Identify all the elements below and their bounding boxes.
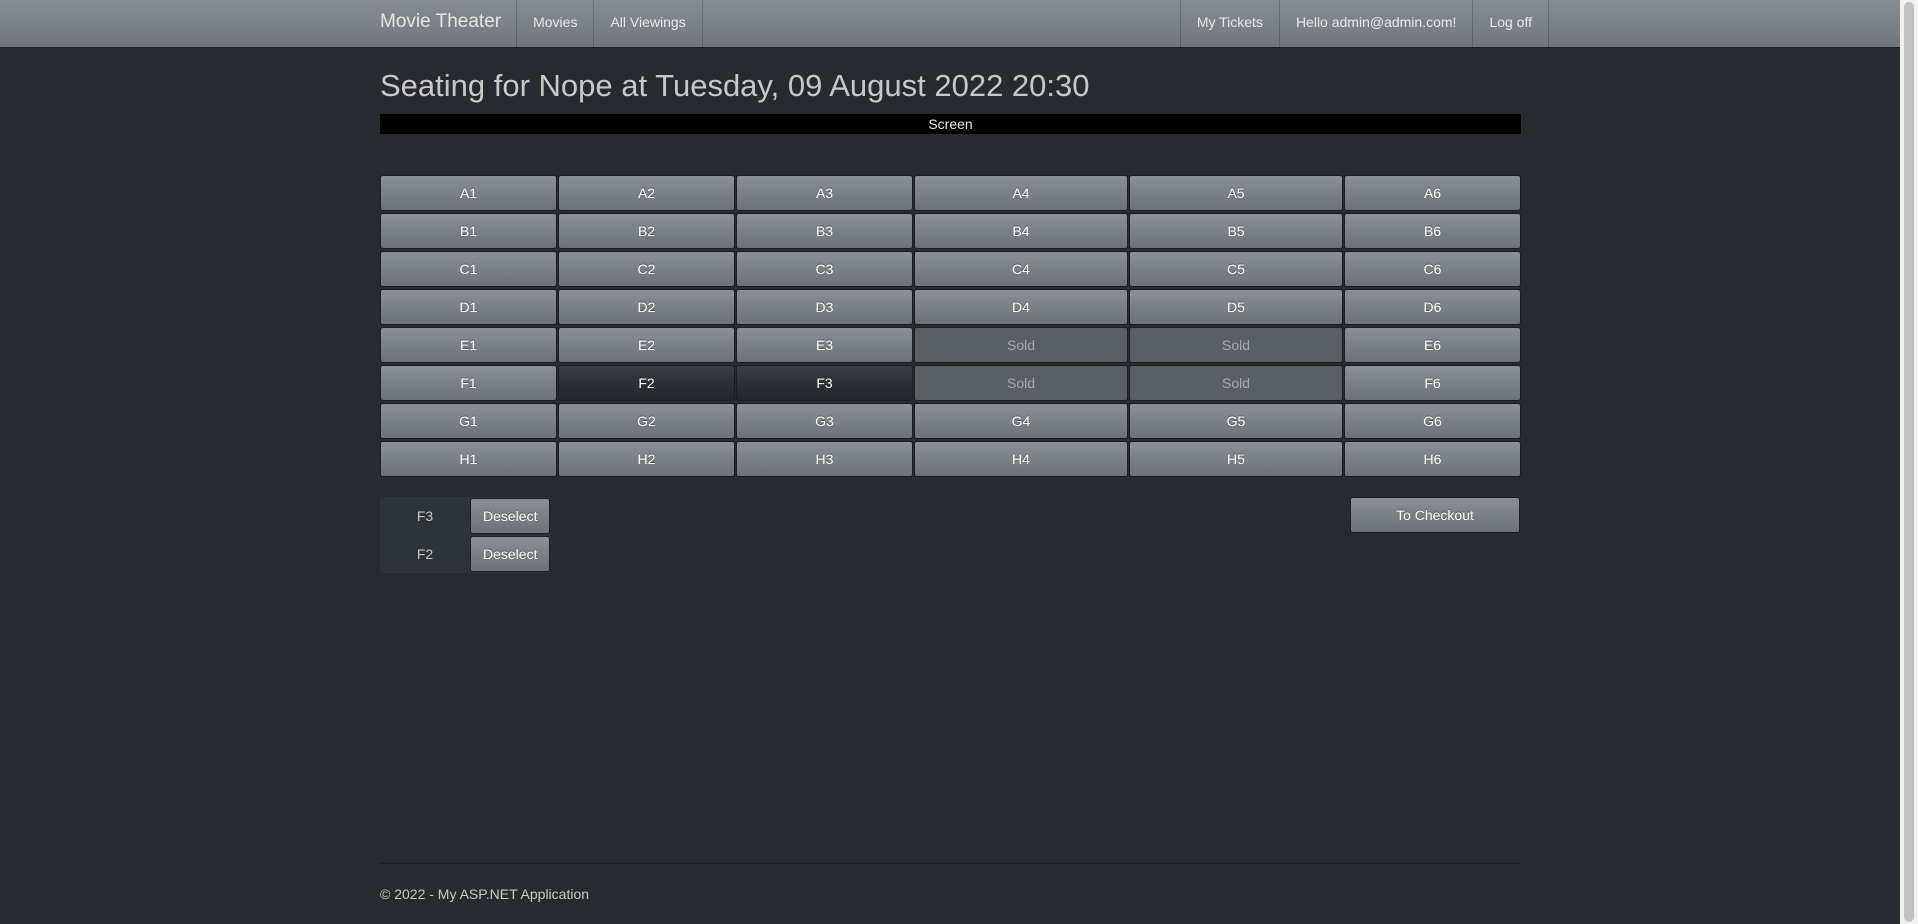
seat-button[interactable]: A2	[558, 175, 735, 211]
seat-button[interactable]: B3	[736, 213, 913, 249]
seat-button[interactable]: G1	[380, 403, 557, 439]
seat-button[interactable]: A6	[1344, 175, 1521, 211]
navbar-inner: Movie Theater Movies All Viewings My Tic…	[367, 0, 1549, 47]
seat-sold: Sold	[1129, 327, 1343, 363]
nav-item-user-greeting[interactable]: Hello admin@admin.com!	[1278, 0, 1473, 47]
seat-button[interactable]: B6	[1344, 213, 1521, 249]
seat-button[interactable]: D4	[914, 289, 1128, 325]
screen-indicator: Screen	[380, 114, 1521, 134]
nav-item-all-viewings[interactable]: All Viewings	[593, 0, 703, 47]
seat-button[interactable]: H5	[1129, 441, 1343, 477]
seat-button[interactable]: F3	[736, 365, 913, 401]
seat-button[interactable]: A3	[736, 175, 913, 211]
seat-button[interactable]: G2	[558, 403, 735, 439]
seat-button[interactable]: G4	[914, 403, 1128, 439]
seat-button[interactable]: H1	[380, 441, 557, 477]
seat-button[interactable]: D6	[1344, 289, 1521, 325]
seat-button[interactable]: A1	[380, 175, 557, 211]
seat-button[interactable]: B1	[380, 213, 557, 249]
nav-item-movies[interactable]: Movies	[516, 0, 593, 47]
deselect-button[interactable]: Deselect	[470, 498, 550, 534]
seat-button[interactable]: E1	[380, 327, 557, 363]
scrollbar-thumb[interactable]	[1904, 2, 1914, 922]
page-title: Seating for Nope at Tuesday, 09 August 2…	[380, 68, 1090, 103]
seat-sold: Sold	[914, 365, 1128, 401]
seat-button[interactable]: C1	[380, 251, 557, 287]
seat-button[interactable]: A4	[914, 175, 1128, 211]
nav-right: My Tickets Hello admin@admin.com! Log of…	[1179, 0, 1549, 47]
seat-button[interactable]: G3	[736, 403, 913, 439]
seat-button[interactable]: C6	[1344, 251, 1521, 287]
seat-sold: Sold	[914, 327, 1128, 363]
seat-button[interactable]: D3	[736, 289, 913, 325]
checkout-button[interactable]: To Checkout	[1350, 497, 1520, 533]
seat-button[interactable]: A5	[1129, 175, 1343, 211]
seat-button[interactable]: D2	[558, 289, 735, 325]
seat-button[interactable]: H3	[736, 441, 913, 477]
selected-seat-label: F3	[416, 508, 434, 524]
seat-button[interactable]: C2	[558, 251, 735, 287]
seat-button[interactable]: D1	[380, 289, 557, 325]
seat-button[interactable]: F6	[1344, 365, 1521, 401]
seat-button[interactable]: B2	[558, 213, 735, 249]
selection-area: F3 Deselect F2 Deselect To Checkout	[380, 497, 1521, 577]
seat-button[interactable]: B5	[1129, 213, 1343, 249]
seat-button[interactable]: B4	[914, 213, 1128, 249]
selected-seats-list: F3 Deselect F2 Deselect	[380, 497, 550, 573]
seat-button[interactable]: G6	[1344, 403, 1521, 439]
selected-seat-row: F2 Deselect	[380, 535, 550, 573]
seat-button[interactable]: H6	[1344, 441, 1521, 477]
seat-button[interactable]: E3	[736, 327, 913, 363]
seat-sold: Sold	[1129, 365, 1343, 401]
seat-button[interactable]: F2	[558, 365, 735, 401]
seat-grid: A1 A2 A3 A4 A5 A6 B1 B2 B3 B4 B5 B6 C1 C2 C3 C4 C5 C6 D1 D2…	[380, 175, 1521, 477]
seat-button[interactable]: H4	[914, 441, 1128, 477]
seat-button[interactable]: H2	[558, 441, 735, 477]
seat-button[interactable]: E6	[1344, 327, 1521, 363]
nav-item-my-tickets[interactable]: My Tickets	[1179, 0, 1279, 47]
seat-button[interactable]: D5	[1129, 289, 1343, 325]
footer: © 2022 - My ASP.NET Application	[380, 863, 1521, 902]
seat-button[interactable]: C3	[736, 251, 913, 287]
nav-left: Movies All Viewings	[516, 0, 703, 47]
seat-button[interactable]: F1	[380, 365, 557, 401]
seat-button[interactable]: C5	[1129, 251, 1343, 287]
vertical-scrollbar[interactable]	[1900, 0, 1918, 924]
footer-copyright: © 2022 - My ASP.NET Application	[380, 886, 590, 902]
seat-button[interactable]: E2	[558, 327, 735, 363]
deselect-button[interactable]: Deselect	[470, 536, 550, 572]
selected-seat-label: F2	[416, 546, 434, 562]
nav-item-log-off[interactable]: Log off	[1472, 0, 1549, 47]
navbar: Movie Theater Movies All Viewings My Tic…	[0, 0, 1900, 48]
brand-link[interactable]: Movie Theater	[380, 11, 502, 32]
seat-button[interactable]: G5	[1129, 403, 1343, 439]
selected-seat-row: F3 Deselect	[380, 497, 550, 535]
main-content: Seating for Nope at Tuesday, 09 August 2…	[380, 47, 1521, 577]
seat-button[interactable]: C4	[914, 251, 1128, 287]
